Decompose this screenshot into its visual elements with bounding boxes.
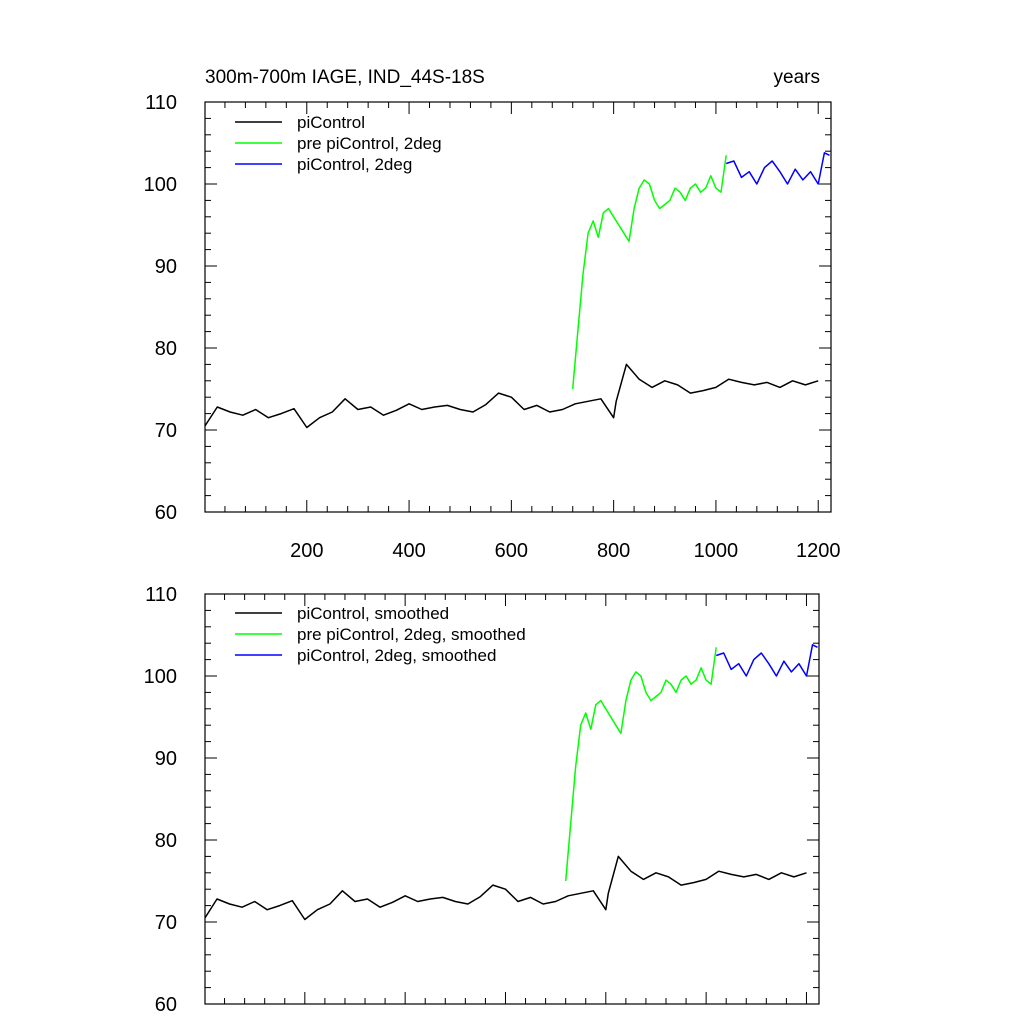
legend: piControl, smoothed pre piControl, 2deg,… [235,604,526,665]
x-tick-label: 800 [597,540,630,562]
series-group [204,644,818,921]
legend-entry: pre piControl, 2deg [235,134,442,153]
y-tick-label: 60 [155,994,177,1016]
legend: piControl pre piControl, 2deg piControl,… [235,113,442,174]
y-tick-label: 80 [155,830,177,852]
x-tick-label: 1200 [796,540,841,562]
series-group [204,152,830,429]
tick-group: 60 70 80 90 100 110 200 400 600 800 1000 1200 [144,92,841,562]
y-tick-label: 60 [155,502,177,524]
plot-frame [204,593,820,1005]
x-tick-label: 400 [392,540,425,562]
y-tick-label: 90 [155,256,177,278]
x-tick-label: 200 [290,540,323,562]
units-label: years [774,67,820,88]
legend-label: piControl [297,113,365,132]
legend-label: pre piControl, 2deg [297,134,442,153]
x-tick-label: 1000 [694,540,739,562]
tick-group: 60 70 80 90 100 110 [144,584,819,1016]
x-tick-label: 600 [495,540,528,562]
legend-label: pre piControl, 2deg, smoothed [297,625,526,644]
series-line-0 [204,363,819,429]
legend-entry: piControl [235,113,365,132]
y-tick-label: 90 [155,748,177,770]
y-tick-label: 80 [155,338,177,360]
y-tick-label: 110 [145,92,177,114]
legend-entry: pre piControl, 2deg, smoothed [235,625,526,644]
legend-entry: piControl, smoothed [235,604,449,623]
legend-label: piControl, 2deg, smoothed [297,646,496,665]
series-line-2 [725,152,830,185]
legend-label: piControl, smoothed [297,604,449,623]
y-tick-label: 100 [144,666,177,688]
y-tick-label: 70 [155,420,177,442]
chart-title: 300m-700m IAGE, IND_44S-18S [205,67,485,88]
series-line-1 [571,155,727,390]
series-line-1 [564,647,717,882]
y-tick-label: 110 [145,584,177,606]
y-tick-label: 100 [144,174,177,196]
legend-entry: piControl, 2deg [235,155,412,174]
legend-entry: piControl, 2deg, smoothed [235,646,496,665]
series-line-2 [715,644,818,677]
plot-frame [204,101,832,513]
panel-bottom-smoothed: 60 70 80 90 100 110 piControl, smoothed pre p… [144,584,820,1016]
panel-top-raw: 300m-700m IAGE, IND_44S-18S years 60 70 80… [144,67,841,562]
y-tick-label: 70 [155,912,177,934]
legend-label: piControl, 2deg [297,155,412,174]
series-line-0 [204,855,807,921]
